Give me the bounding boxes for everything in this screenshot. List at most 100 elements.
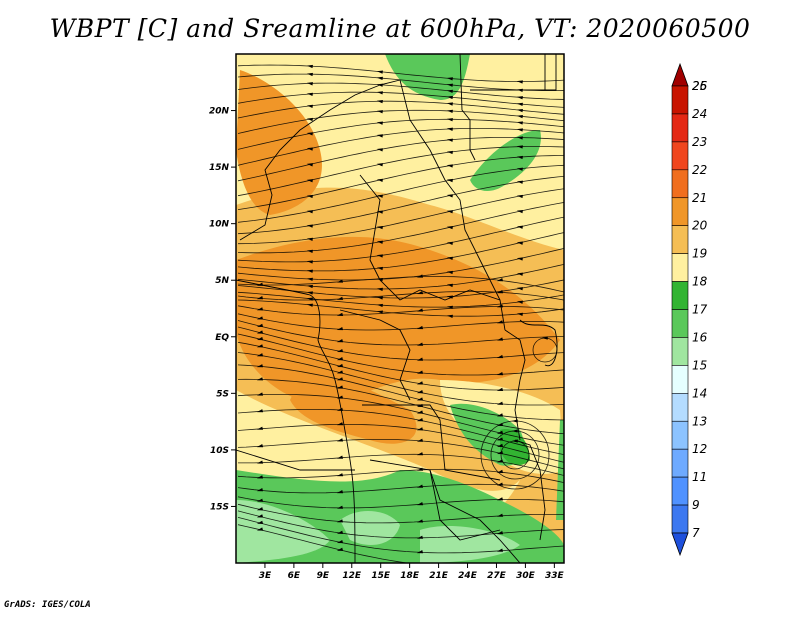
streamline-arrowhead	[496, 469, 504, 474]
streamline-arrowhead	[256, 344, 264, 348]
streamline-arrowhead	[376, 110, 383, 114]
streamline-arrowhead	[336, 279, 344, 283]
streamline-arrowhead	[256, 409, 264, 413]
streamline-arrowhead	[376, 310, 383, 314]
streamline-arrowhead	[336, 547, 344, 551]
streamline-arrowhead	[256, 514, 264, 518]
streamline-arrowhead	[376, 91, 383, 95]
colorbar-label: 17	[692, 303, 708, 317]
streamline-arrowhead	[306, 163, 313, 167]
lat-tick-label: EQ	[215, 333, 229, 343]
lon-tick-label: 21E	[429, 571, 449, 581]
streamline-arrowhead	[256, 444, 264, 448]
streamline	[237, 439, 564, 470]
lon-tick-label: 27E	[487, 571, 507, 581]
streamline	[237, 128, 564, 166]
streamline-arrowhead	[376, 225, 383, 230]
lon-tick-label: 6E	[288, 571, 301, 581]
streamline-arrowhead	[306, 104, 313, 108]
colorbar-swatch	[671, 420, 689, 450]
streamline	[237, 364, 564, 421]
streamline-arrowhead	[336, 357, 344, 361]
lat-tick-label: 15S	[210, 502, 229, 512]
lon-tick-label: 9E	[317, 571, 330, 581]
streamline-arrowhead	[516, 136, 523, 140]
streamline-arrowhead	[496, 278, 504, 282]
streamline-arrowhead	[306, 291, 313, 295]
streamline-arrowhead	[496, 401, 504, 405]
colorbar-swatch	[671, 504, 689, 534]
streamline-arrowhead	[256, 475, 264, 479]
streamline-arrowhead	[446, 127, 453, 131]
streamline-arrowhead	[336, 490, 344, 494]
streamline-arrowhead	[497, 565, 503, 568]
streamline-arrowhead	[306, 82, 313, 86]
colorbar-swatch	[671, 113, 689, 143]
streamline-arrowhead	[446, 77, 453, 81]
streamline-arrowhead	[446, 83, 453, 87]
streamline-arrowhead	[516, 80, 523, 84]
streamline-arrowhead	[496, 337, 504, 341]
streamline-arrowhead	[416, 274, 424, 278]
colorbar-swatch	[671, 85, 689, 115]
streamline-arrowhead	[256, 507, 264, 511]
streamline-arrowhead	[376, 163, 383, 167]
streamline-arrowhead	[256, 353, 264, 357]
streamline-arrowhead	[376, 194, 383, 198]
streamline-arrowhead	[446, 305, 453, 310]
streamline-arrowhead	[256, 426, 264, 430]
streamline	[237, 175, 564, 235]
streamline	[237, 276, 564, 293]
streamline-arrowhead	[446, 256, 453, 260]
streamline-arrowhead	[376, 100, 383, 104]
streamline-arrowhead	[516, 96, 523, 100]
streamlines	[237, 64, 564, 563]
streamline-arrowhead	[541, 336, 548, 340]
streamline-arrowhead	[496, 290, 504, 294]
streamline-arrowhead	[336, 348, 344, 353]
streamline-arrowhead	[256, 460, 264, 464]
streamline-arrowhead	[256, 296, 264, 300]
streamline-arrowhead	[256, 316, 264, 320]
colorbar-label: 23	[692, 135, 707, 149]
grads-credit: GrADS: IGES/COLA	[4, 600, 91, 610]
streamline-arrowhead	[306, 269, 313, 273]
colorbar-label: 24	[692, 107, 707, 121]
streamline	[237, 517, 564, 554]
streamline-arrowhead	[306, 179, 313, 183]
streamline-arrowhead	[336, 455, 344, 459]
streamline-arrowhead	[516, 241, 523, 245]
streamline-arrowhead	[516, 300, 523, 304]
streamline-arrowhead	[446, 95, 453, 100]
streamline-arrowhead	[336, 530, 344, 534]
streamline-arrowhead	[336, 377, 344, 381]
colorbar-label: 19	[692, 247, 707, 261]
streamline-arrowhead	[256, 336, 264, 341]
streamline-arrowhead	[446, 270, 453, 275]
streamline-arrowhead	[376, 296, 383, 300]
streamline	[237, 341, 564, 391]
streamline-arrowhead	[416, 342, 424, 346]
streamline	[237, 483, 564, 494]
streamline-arrowhead	[306, 303, 313, 307]
streamline-arrowhead	[306, 297, 313, 301]
colorbar-label: 7	[692, 526, 700, 540]
streamline	[237, 333, 564, 376]
streamline-arrowhead	[516, 194, 523, 199]
streamline-arrowhead	[306, 210, 313, 214]
streamline	[237, 468, 564, 484]
streamline-arrowhead	[416, 550, 424, 554]
streamline-arrowhead	[416, 418, 424, 422]
streamline	[237, 216, 564, 263]
streamline-arrowhead	[336, 422, 344, 426]
streamline	[237, 299, 564, 317]
streamline-arrowhead	[306, 277, 313, 282]
streamline-arrowhead	[306, 237, 313, 241]
streamline	[237, 137, 564, 182]
colorbar-label: 13	[692, 414, 707, 428]
streamline-arrowhead	[336, 370, 344, 374]
colorbar-swatch	[671, 337, 689, 366]
streamline-arrowhead	[416, 519, 424, 523]
streamline-arrowhead	[446, 314, 453, 319]
streamline-arrowhead	[306, 249, 313, 253]
